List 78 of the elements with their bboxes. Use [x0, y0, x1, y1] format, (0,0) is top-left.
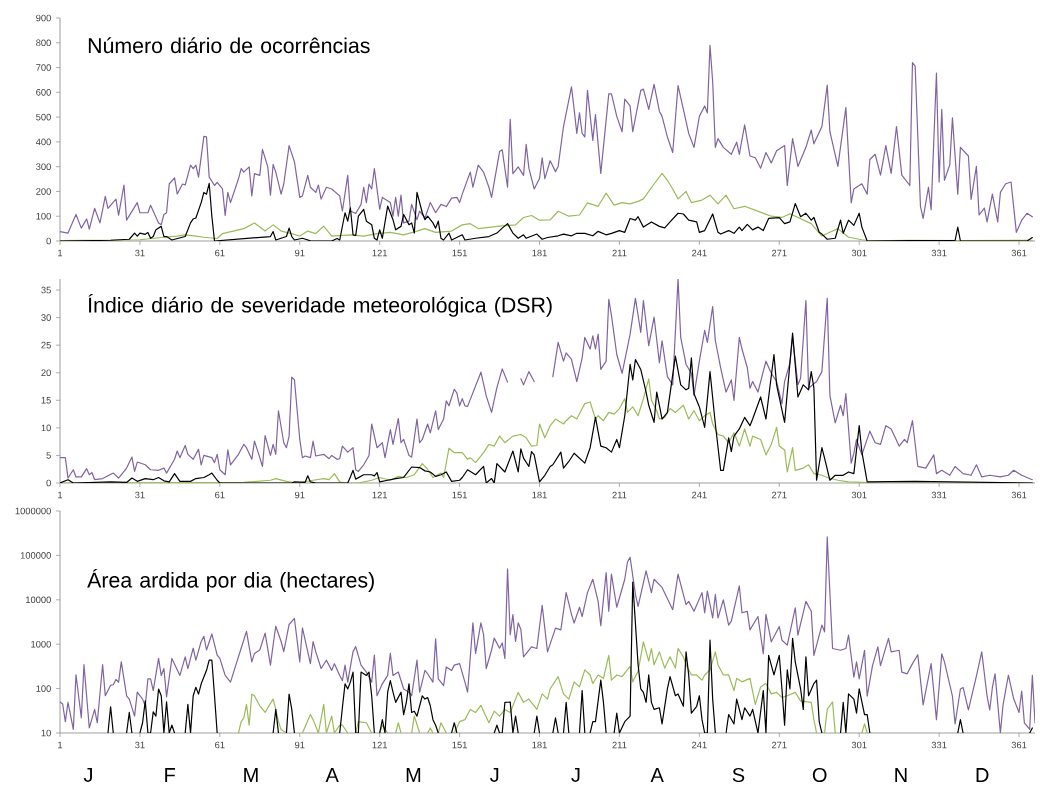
y-tick-label: 15 [41, 397, 51, 404]
y-tick-label: 300 [36, 163, 51, 170]
text: A [650, 768, 664, 782]
x-tick-label: 31 [135, 741, 145, 749]
x-tick-label: 91 [295, 741, 305, 749]
x-tick-label: 181 [532, 249, 547, 257]
y-tick-label: 10 [41, 424, 51, 432]
y-tick-label: 700 [36, 64, 51, 71]
x-tick-label: 211 [612, 491, 627, 499]
x-tick-label: 61 [215, 249, 225, 257]
x-tick-label: 271 [771, 249, 787, 257]
text: S [732, 767, 745, 783]
y-tick-label: 100 [36, 685, 51, 692]
x-tick-label: 91 [295, 249, 305, 257]
y-tick-label: 10 [41, 729, 51, 737]
x-tick-label: 241 [692, 249, 707, 257]
y-tick-label: 900 [36, 14, 51, 22]
text: N [895, 768, 907, 782]
x-tick-label: 361 [1011, 249, 1027, 257]
y-tick-label: 25 [41, 341, 51, 349]
y-tick-label: 30 [41, 314, 51, 321]
y-tick-label: 100 [36, 212, 51, 220]
y-tick-label: 1000000 [15, 507, 51, 515]
text: O [812, 767, 827, 783]
x-tick-label: 361 [1011, 741, 1027, 749]
x-tick-label: 1 [58, 249, 63, 257]
x-tick-label: 121 [372, 491, 387, 499]
text: J [83, 768, 92, 782]
x-tick-label: 301 [851, 741, 867, 749]
text: M [406, 768, 421, 782]
text: D [976, 768, 989, 782]
y-tick-label: 600 [36, 89, 51, 96]
x-tick-label: 211 [612, 249, 627, 257]
text: Número diário de ocorrências [88, 37, 370, 54]
y-tick-label: 800 [36, 39, 51, 47]
text: A [325, 768, 339, 782]
text: F [165, 768, 176, 782]
y-tick-label: 10000 [26, 596, 51, 604]
x-tick-label: 331 [931, 491, 947, 499]
x-tick-label: 211 [612, 741, 627, 749]
x-tick-label: 301 [851, 249, 867, 257]
x-tick-label: 241 [692, 491, 707, 499]
y-tick-label: 0 [46, 479, 51, 487]
x-tick-label: 61 [215, 491, 225, 499]
y-tick-label: 400 [35, 138, 51, 146]
x-tick-label: 1 [58, 741, 63, 749]
x-tick-label: 271 [771, 741, 787, 749]
x-tick-label: 121 [372, 741, 387, 749]
text: J [571, 768, 580, 782]
text: Área ardida por dia (hectares) [87, 568, 374, 592]
x-tick-label: 241 [692, 741, 707, 749]
x-tick-label: 121 [372, 249, 387, 257]
text: M [244, 768, 258, 782]
x-tick-label: 151 [452, 249, 467, 257]
y-tick-label: 20 [41, 369, 51, 377]
x-tick-label: 151 [452, 491, 467, 499]
y-tick-label: 35 [41, 286, 51, 294]
x-tick-label: 331 [931, 741, 947, 749]
x-tick-label: 91 [295, 491, 305, 499]
x-tick-label: 271 [771, 491, 787, 499]
y-tick-label: 1000 [31, 640, 51, 648]
x-tick-label: 331 [931, 249, 947, 257]
x-tick-label: 361 [1011, 491, 1027, 499]
y-tick-label: 0 [46, 237, 51, 245]
text: J [490, 768, 499, 782]
y-tick-label: 200 [36, 188, 51, 195]
x-tick-label: 1 [58, 491, 63, 499]
x-tick-label: 61 [215, 741, 225, 749]
y-tick-label: 5 [46, 452, 51, 459]
x-tick-label: 181 [532, 491, 547, 499]
x-tick-label: 301 [851, 491, 867, 499]
x-tick-label: 151 [452, 741, 467, 749]
text: Índice diário de severidade meteorológica (DSR) [88, 293, 552, 317]
x-tick-label: 31 [135, 491, 145, 499]
y-tick-label: 100000 [20, 552, 51, 559]
y-tick-label: 500 [36, 113, 51, 121]
x-tick-label: 31 [135, 249, 145, 257]
x-tick-label: 181 [532, 741, 547, 749]
